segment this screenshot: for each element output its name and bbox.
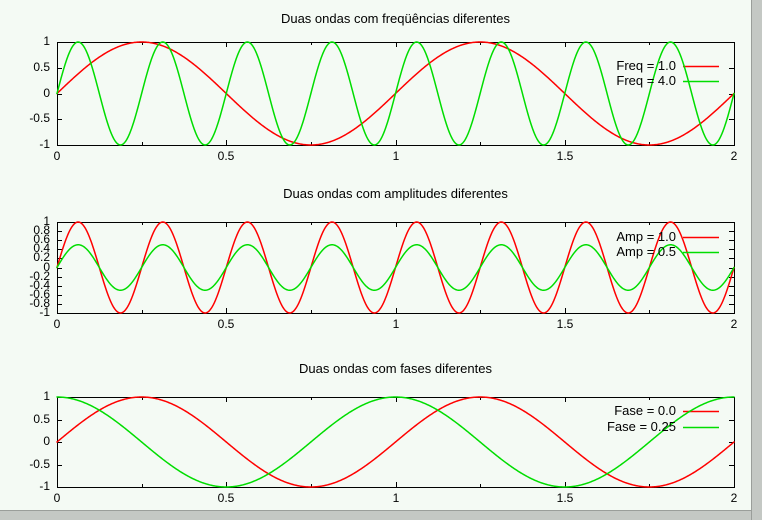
y-tick-label: -0.5: [29, 111, 50, 125]
y-tick-label: 0.5: [33, 412, 50, 426]
chart-title-3: Duas ondas com fases diferentes: [299, 361, 492, 376]
y-tick-label: 1: [43, 34, 50, 48]
y-tick-label: -1: [39, 479, 50, 493]
y-tick-label: 1: [43, 214, 50, 228]
x-tick-label: 0.5: [217, 317, 235, 331]
chart-title-2: Duas ondas com amplitudes diferentes: [283, 186, 508, 201]
y-tick-label: 0: [43, 260, 50, 274]
x-tick-label: 0: [53, 149, 61, 163]
chart-title-1: Duas ondas com freqüências diferentes: [280, 11, 511, 26]
y-tick-label: 0.4: [33, 241, 50, 255]
y-tick-label: -0.6: [29, 287, 50, 301]
chart-3: [56, 396, 735, 488]
x-tick-label: 2: [730, 149, 738, 163]
y-tick-label: 1: [43, 389, 50, 403]
x-tick-label: 0.5: [217, 491, 235, 505]
chart-1: [56, 41, 735, 146]
y-tick-label: 0: [43, 434, 50, 448]
y-tick-label: 0.2: [33, 250, 50, 264]
x-tick-label: 1: [392, 149, 400, 163]
y-tick-label: -1: [39, 137, 50, 151]
y-tick-label: -1: [39, 305, 50, 319]
x-tick-label: 1: [392, 491, 400, 505]
legend-label-2: Freq = 4.0: [616, 73, 676, 88]
y-tick-label: 0.8: [33, 223, 50, 237]
x-tick-label: 2: [730, 317, 738, 331]
chart-2: [56, 221, 735, 314]
x-tick-label: 1: [392, 317, 400, 331]
y-tick-label: -0.5: [29, 457, 50, 471]
legend-label-2: Fase = 0.25: [606, 419, 676, 434]
y-tick-label: 0: [43, 86, 50, 100]
y-tick-label: 0.6: [33, 232, 50, 246]
legend-label-1: Fase = 0.0: [614, 403, 676, 418]
series-line-2: [56, 396, 735, 488]
x-tick-label: 2: [730, 491, 738, 505]
vertical-scrollbar[interactable]: [751, 0, 762, 520]
horizontal-scrollbar[interactable]: [0, 510, 762, 520]
x-tick-label: 1.5: [556, 149, 574, 163]
series-line-2: [56, 244, 735, 291]
y-tick-label: -0.2: [29, 269, 50, 283]
series-line-2: [56, 41, 735, 146]
legend-label-1: Freq = 1.0: [616, 58, 676, 73]
x-tick-label: 0: [53, 317, 61, 331]
series-line-1: [56, 396, 735, 488]
x-tick-label: 0.5: [217, 149, 235, 163]
y-tick-label: 0.5: [33, 60, 50, 74]
y-tick-label: -0.4: [29, 278, 50, 292]
x-tick-label: 0: [53, 491, 61, 505]
legend-label-1: Amp = 1.0: [616, 229, 676, 244]
y-tick-label: -0.8: [29, 296, 50, 310]
legend-label-2: Amp = 0.5: [616, 244, 676, 259]
x-tick-label: 1.5: [556, 317, 574, 331]
x-tick-label: 1.5: [556, 491, 574, 505]
